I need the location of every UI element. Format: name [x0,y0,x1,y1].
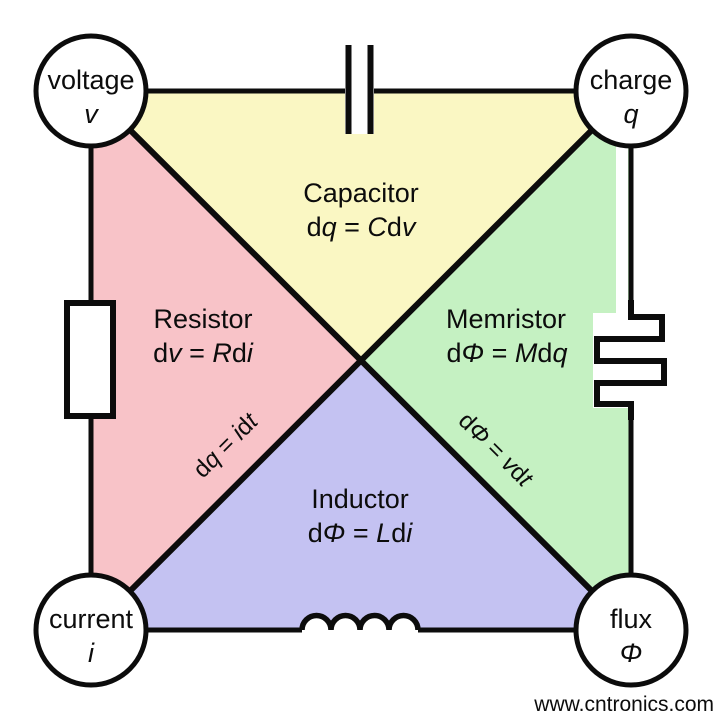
region-inductor [91,360,631,630]
inductor-region-label: Inductor [311,484,409,514]
memristor-icon [593,146,667,420]
memristor-region-label: Memristor [446,304,566,334]
inductor-icon [299,612,421,631]
node-current-symbol: i [88,638,95,668]
diagonal-current-charge [88,88,634,633]
node-charge-label: charge [590,65,673,95]
node-charge-symbol: q [623,99,638,129]
node-voltage-circle [33,33,149,149]
inductor-formula: dΦ = Ldi [308,518,413,548]
resistor-icon [64,300,116,419]
node-current-circle [33,572,149,688]
node-flux-symbol: Φ [620,638,643,668]
node-flux-label: flux [610,604,653,634]
capacitor-icon [345,45,374,134]
region-capacitor [91,91,631,361]
region-memristor [361,91,631,630]
node-flux-circle [573,572,689,688]
region-resistor [91,91,361,630]
capacitor-formula: dq = Cdv [307,212,417,242]
capacitor-region-label: Capacitor [303,178,419,208]
node-voltage-symbol: v [84,99,99,129]
node-current-label: current [49,604,134,634]
resistor-formula: dv = Rdi [153,338,254,368]
node-voltage-label: voltage [47,65,134,95]
node-charge-circle [573,33,689,149]
watermark: www.cntronics.com [533,693,714,716]
memristor-formula: dΦ = Mdq [447,338,568,368]
resistor-region-label: Resistor [153,304,252,334]
